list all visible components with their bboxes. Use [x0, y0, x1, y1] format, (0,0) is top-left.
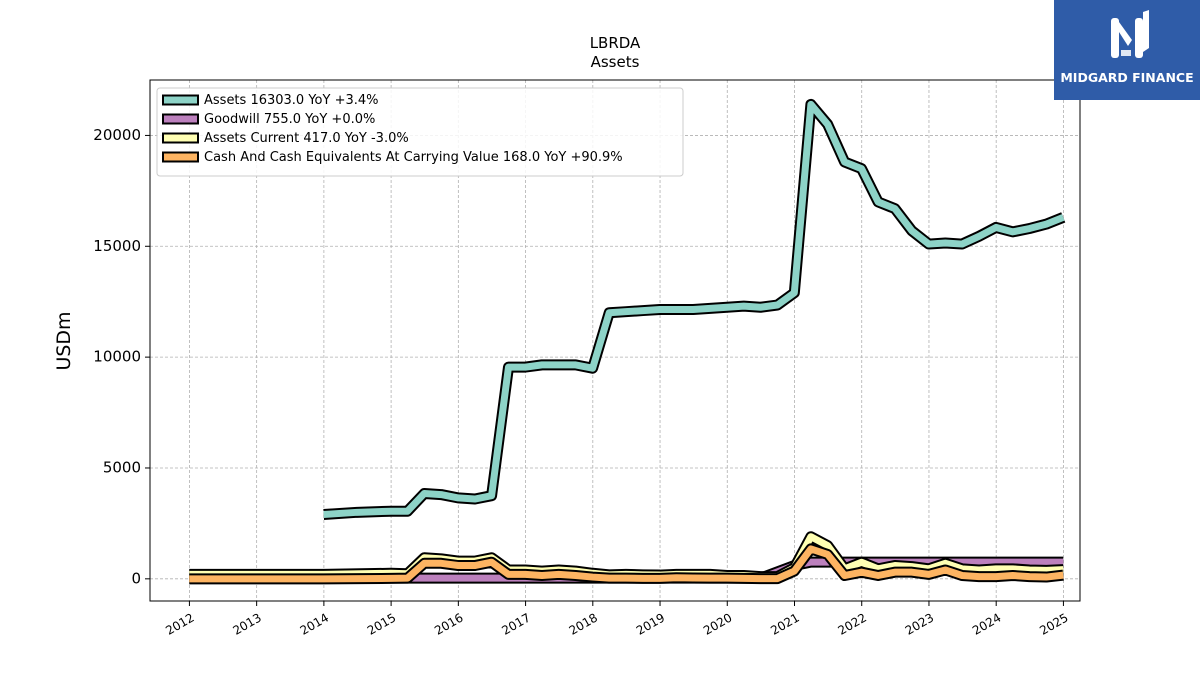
x-tick-label: 2012	[163, 611, 196, 638]
x-tick-label: 2024	[970, 611, 1003, 638]
legend-box	[156, 87, 684, 177]
y-tick-label: 15000	[93, 237, 141, 255]
legend-swatch	[162, 132, 199, 144]
brand-name: MIDGARD FINANCE	[1060, 70, 1194, 85]
chart-subtitle: Assets	[591, 53, 640, 71]
x-tick-label: 2020	[701, 611, 734, 638]
series-layer	[189, 98, 1066, 585]
x-tick-label: 2025	[1037, 611, 1070, 638]
x-tick-label: 2015	[365, 611, 398, 638]
x-tick-label: 2019	[634, 611, 667, 638]
x-tick-label: 2016	[432, 611, 465, 638]
x-tick-label: 2023	[903, 611, 936, 638]
x-tick-label: 2014	[298, 611, 331, 638]
y-axis-label: USDm	[53, 311, 75, 370]
series-3	[189, 543, 1064, 585]
x-tick-label: 2021	[768, 611, 801, 638]
midgard-m-logo-icon	[1111, 10, 1149, 58]
y-tick-label: 20000	[93, 126, 141, 144]
legend-label: Cash And Cash Equivalents At Carrying Va…	[204, 150, 623, 165]
legend: Assets 16303.0 YoY +3.4% Goodwill 755.0 Y…	[156, 87, 684, 177]
legend-swatch	[162, 94, 199, 106]
y-tick-label: 10000	[93, 348, 141, 366]
x-tick-label: 2017	[499, 611, 532, 638]
brand-logo: MIDGARD FINANCE	[1054, 0, 1200, 100]
legend-swatch	[162, 113, 199, 125]
x-tick-label: 2013	[230, 611, 263, 638]
y-tick-label: 0	[131, 569, 141, 587]
legend-label: Assets Current 417.0 YoY -3.0%	[204, 131, 409, 146]
legend-label: Goodwill 755.0 YoY +0.0%	[204, 112, 375, 127]
y-tick-label: 5000	[103, 458, 141, 476]
series-0	[323, 98, 1066, 521]
legend-label: Assets 16303.0 YoY +3.4%	[204, 93, 379, 108]
legend-swatch	[162, 151, 199, 163]
x-tick-label: 2018	[567, 611, 600, 638]
x-tick-label: 2022	[836, 611, 869, 638]
plot-frame	[149, 79, 1081, 602]
chart-title: LBRDA	[590, 34, 641, 52]
